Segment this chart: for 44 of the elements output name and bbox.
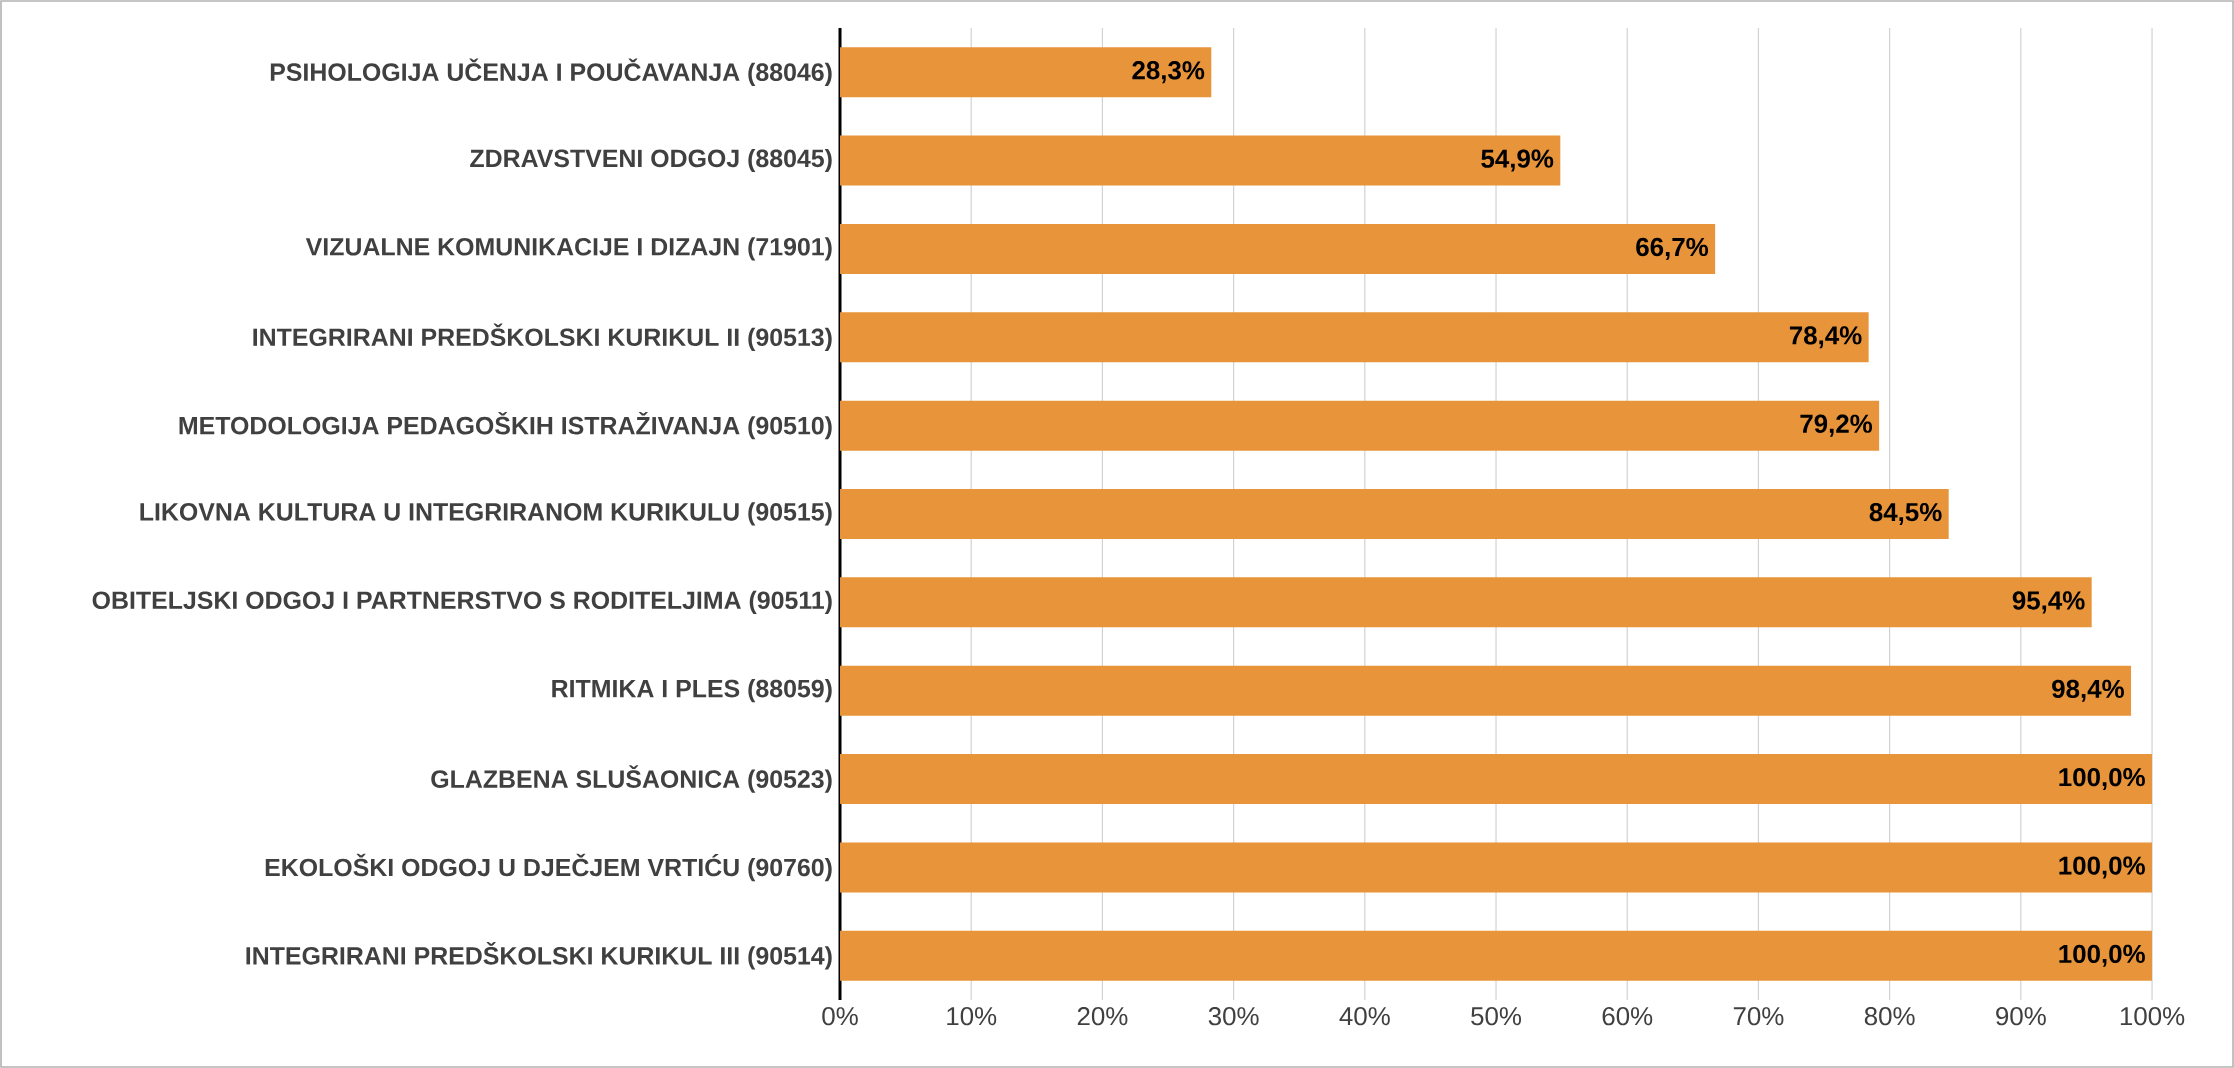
bar bbox=[840, 577, 2092, 628]
y-tick-label: INTEGRIRANI PREDŠKOLSKI KURIKUL II (90513) bbox=[253, 323, 832, 351]
bar bbox=[840, 930, 2153, 981]
bar bbox=[840, 665, 2132, 716]
x-tick-label: 10% bbox=[947, 1007, 997, 1026]
bar bbox=[840, 754, 2153, 805]
y-tick-label: RITMIKA I PLES (88059) bbox=[552, 679, 832, 703]
y-tick-label: ZDRAVSTVENI ODGOJ (88045) bbox=[470, 148, 832, 173]
y-tick-label: OBITELJSKI ODGOJ I PARTNERSTVO S RODITELJIMA (90511) bbox=[92, 590, 832, 614]
data-label: 100,0% bbox=[2059, 768, 2145, 791]
x-tick-label: 30% bbox=[1208, 1007, 1259, 1026]
data-label: 95,4% bbox=[2012, 591, 2085, 614]
data-label: 100,0% bbox=[2059, 856, 2145, 879]
y-tick-label: VIZUALNE KOMUNIKACIJE I DIZAJN (71901) bbox=[305, 237, 832, 261]
y-tick-label: GLAZBENA SLUŠAONICA (90523) bbox=[431, 765, 832, 793]
bar bbox=[840, 47, 1212, 98]
data-label: 100,0% bbox=[2059, 944, 2145, 967]
x-tick-label: 80% bbox=[1864, 1007, 1915, 1026]
bar bbox=[840, 135, 1561, 186]
x-tick-label: 100% bbox=[2120, 1007, 2185, 1026]
y-tick-label: EKOLOŠKI ODGOJ U DJEČJEM VRTIĆU (90760) bbox=[265, 853, 832, 882]
y-tick-label: INTEGRIRANI PREDŠKOLSKI KURIKUL III (90514) bbox=[246, 942, 832, 970]
data-label: 28,3% bbox=[1132, 61, 1205, 84]
x-tick-label: 20% bbox=[1077, 1007, 1128, 1026]
x-tick-label: 50% bbox=[1471, 1007, 1522, 1026]
data-label: 78,4% bbox=[1789, 326, 1862, 349]
y-tick-label: LIKOVNA KULTURA U INTEGRIRANOM KURIKULU (90515) bbox=[140, 502, 832, 526]
bar bbox=[840, 488, 1949, 539]
bar bbox=[840, 842, 2153, 893]
data-label: 79,2% bbox=[1800, 414, 1873, 437]
bar bbox=[840, 312, 1869, 363]
y-tick-label: PSIHOLOGIJA UČENJA I POUČAVANJA (88046) bbox=[270, 58, 832, 86]
data-label: 66,7% bbox=[1636, 237, 1709, 260]
data-label: 98,4% bbox=[2052, 679, 2124, 702]
y-tick-label: METODOLOGIJA PEDAGOŠKIH ISTRAŽIVANJA (90510) bbox=[179, 411, 832, 440]
bar bbox=[840, 400, 1880, 451]
x-tick-label: 70% bbox=[1733, 1007, 1784, 1026]
bar bbox=[840, 223, 1716, 274]
data-label: 84,5% bbox=[1869, 502, 1942, 526]
x-tick-label: 60% bbox=[1602, 1007, 1653, 1026]
x-tick-label: 0% bbox=[822, 1007, 858, 1026]
x-tick-label: 90% bbox=[1996, 1007, 2046, 1026]
data-label: 54,9% bbox=[1481, 149, 1554, 172]
x-tick-label: 40% bbox=[1339, 1007, 1390, 1026]
